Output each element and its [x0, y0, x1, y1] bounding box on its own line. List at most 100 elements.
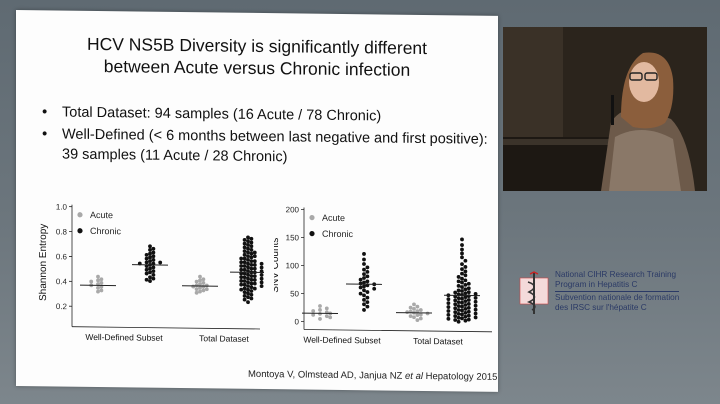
chronic-point — [456, 315, 461, 320]
y-tick-label: 0.6 — [56, 252, 68, 261]
chronic-point — [148, 275, 152, 280]
acute-point — [204, 283, 209, 288]
chronic-point — [148, 255, 152, 260]
chronic-point — [456, 300, 461, 305]
chronic-point — [249, 259, 254, 264]
chronic-point — [460, 271, 464, 276]
chronic-point — [239, 287, 244, 292]
chronic-point — [259, 280, 264, 285]
chronic-point — [463, 287, 468, 292]
chronic-point — [151, 269, 156, 274]
chronic-point — [249, 255, 254, 260]
chronic-point — [460, 237, 464, 242]
chronic-point — [362, 267, 366, 272]
chronic-point — [446, 301, 451, 306]
chronic-point — [456, 319, 461, 324]
acute-point — [415, 304, 420, 309]
acute-point — [198, 278, 202, 283]
acute-point — [96, 278, 100, 283]
chronic-point — [242, 290, 247, 295]
chronic-point — [252, 254, 257, 259]
chronic-point — [239, 279, 244, 283]
chronic-point — [456, 311, 461, 316]
chronic-point — [362, 284, 366, 289]
chronic-point — [456, 296, 461, 301]
legend-label: Acute — [322, 213, 345, 223]
y-tick-label: 150 — [286, 233, 300, 242]
chronic-point — [446, 297, 451, 302]
chronic-point — [463, 303, 468, 307]
chronic-point — [365, 304, 370, 309]
acute-point — [194, 279, 199, 284]
chronic-point — [473, 311, 478, 316]
x-axis — [72, 326, 260, 330]
acute-point — [204, 287, 209, 292]
chronic-point — [372, 286, 377, 291]
chronic-point — [358, 277, 363, 282]
chronic-point — [242, 241, 247, 246]
acute-point — [201, 288, 206, 293]
x-group-label: Total Dataset — [413, 336, 463, 347]
chronic-point — [246, 300, 250, 305]
chronic-point — [148, 248, 152, 252]
chronic-point — [242, 252, 247, 257]
chronic-point — [239, 282, 244, 287]
chronic-point — [246, 291, 250, 296]
chronic-point — [242, 249, 247, 254]
acute-point — [198, 285, 202, 290]
chronic-point — [148, 270, 152, 275]
y-tick-label: 1.0 — [56, 202, 68, 211]
chronic-point — [242, 286, 247, 291]
chronic-point — [456, 283, 461, 288]
chronic-point — [463, 299, 468, 303]
chronic-point — [463, 265, 468, 269]
acute-point — [194, 283, 199, 288]
chronic-point — [246, 261, 250, 266]
acute-point — [318, 317, 322, 321]
chronic-point — [362, 272, 366, 276]
y-tick-label: 0.2 — [56, 302, 68, 311]
y-axis-label: SNV Counts — [274, 238, 281, 293]
chronic-point — [365, 290, 370, 294]
chronic-point — [242, 275, 247, 280]
chronic-point — [446, 305, 451, 309]
bullet-list: Total Dataset: 94 samples (16 Acute / 78… — [40, 102, 490, 171]
chronic-point — [246, 272, 250, 277]
legend-marker — [309, 215, 315, 221]
acute-point — [311, 313, 316, 317]
chronic-point — [259, 273, 264, 277]
y-tick-label: 200 — [286, 205, 300, 214]
y-tick-label: 50 — [290, 289, 299, 298]
chronic-point — [466, 309, 471, 314]
chronic-point — [463, 310, 468, 315]
chronic-point — [246, 280, 250, 285]
chronic-point — [463, 314, 468, 319]
chronic-point — [453, 310, 458, 315]
chronic-point — [460, 243, 464, 247]
chronic-point — [358, 291, 363, 296]
shannon-entropy-chart: 0.2 0.4 0.6 0.8 1.0 Shannon Entropy Well-Defin… — [38, 202, 264, 344]
chronic-point — [460, 262, 464, 266]
chronic-point — [242, 294, 247, 298]
chronic-point — [252, 266, 257, 271]
chronic-point — [460, 316, 464, 321]
acute-point — [328, 315, 333, 320]
chronic-point — [151, 246, 156, 251]
legend-label: Chronic — [90, 226, 122, 236]
chronic-point — [365, 274, 370, 279]
chronic-point — [151, 258, 156, 262]
acute-point — [408, 314, 413, 319]
chronic-point — [362, 308, 366, 312]
chronic-point — [242, 238, 247, 242]
chronic-point — [151, 272, 156, 277]
chronic-point — [148, 244, 152, 249]
chronic-point — [252, 274, 257, 279]
chronic-point — [463, 273, 468, 278]
chronic-point — [239, 267, 244, 272]
bullet-item: Well-Defined (< 6 months between last ne… — [40, 124, 490, 169]
chronic-point — [249, 262, 254, 267]
chronic-point — [249, 289, 254, 293]
chronic-point — [252, 263, 257, 267]
logo-line-3: Subvention nationale de formation — [555, 293, 680, 302]
chronic-point — [246, 284, 250, 288]
